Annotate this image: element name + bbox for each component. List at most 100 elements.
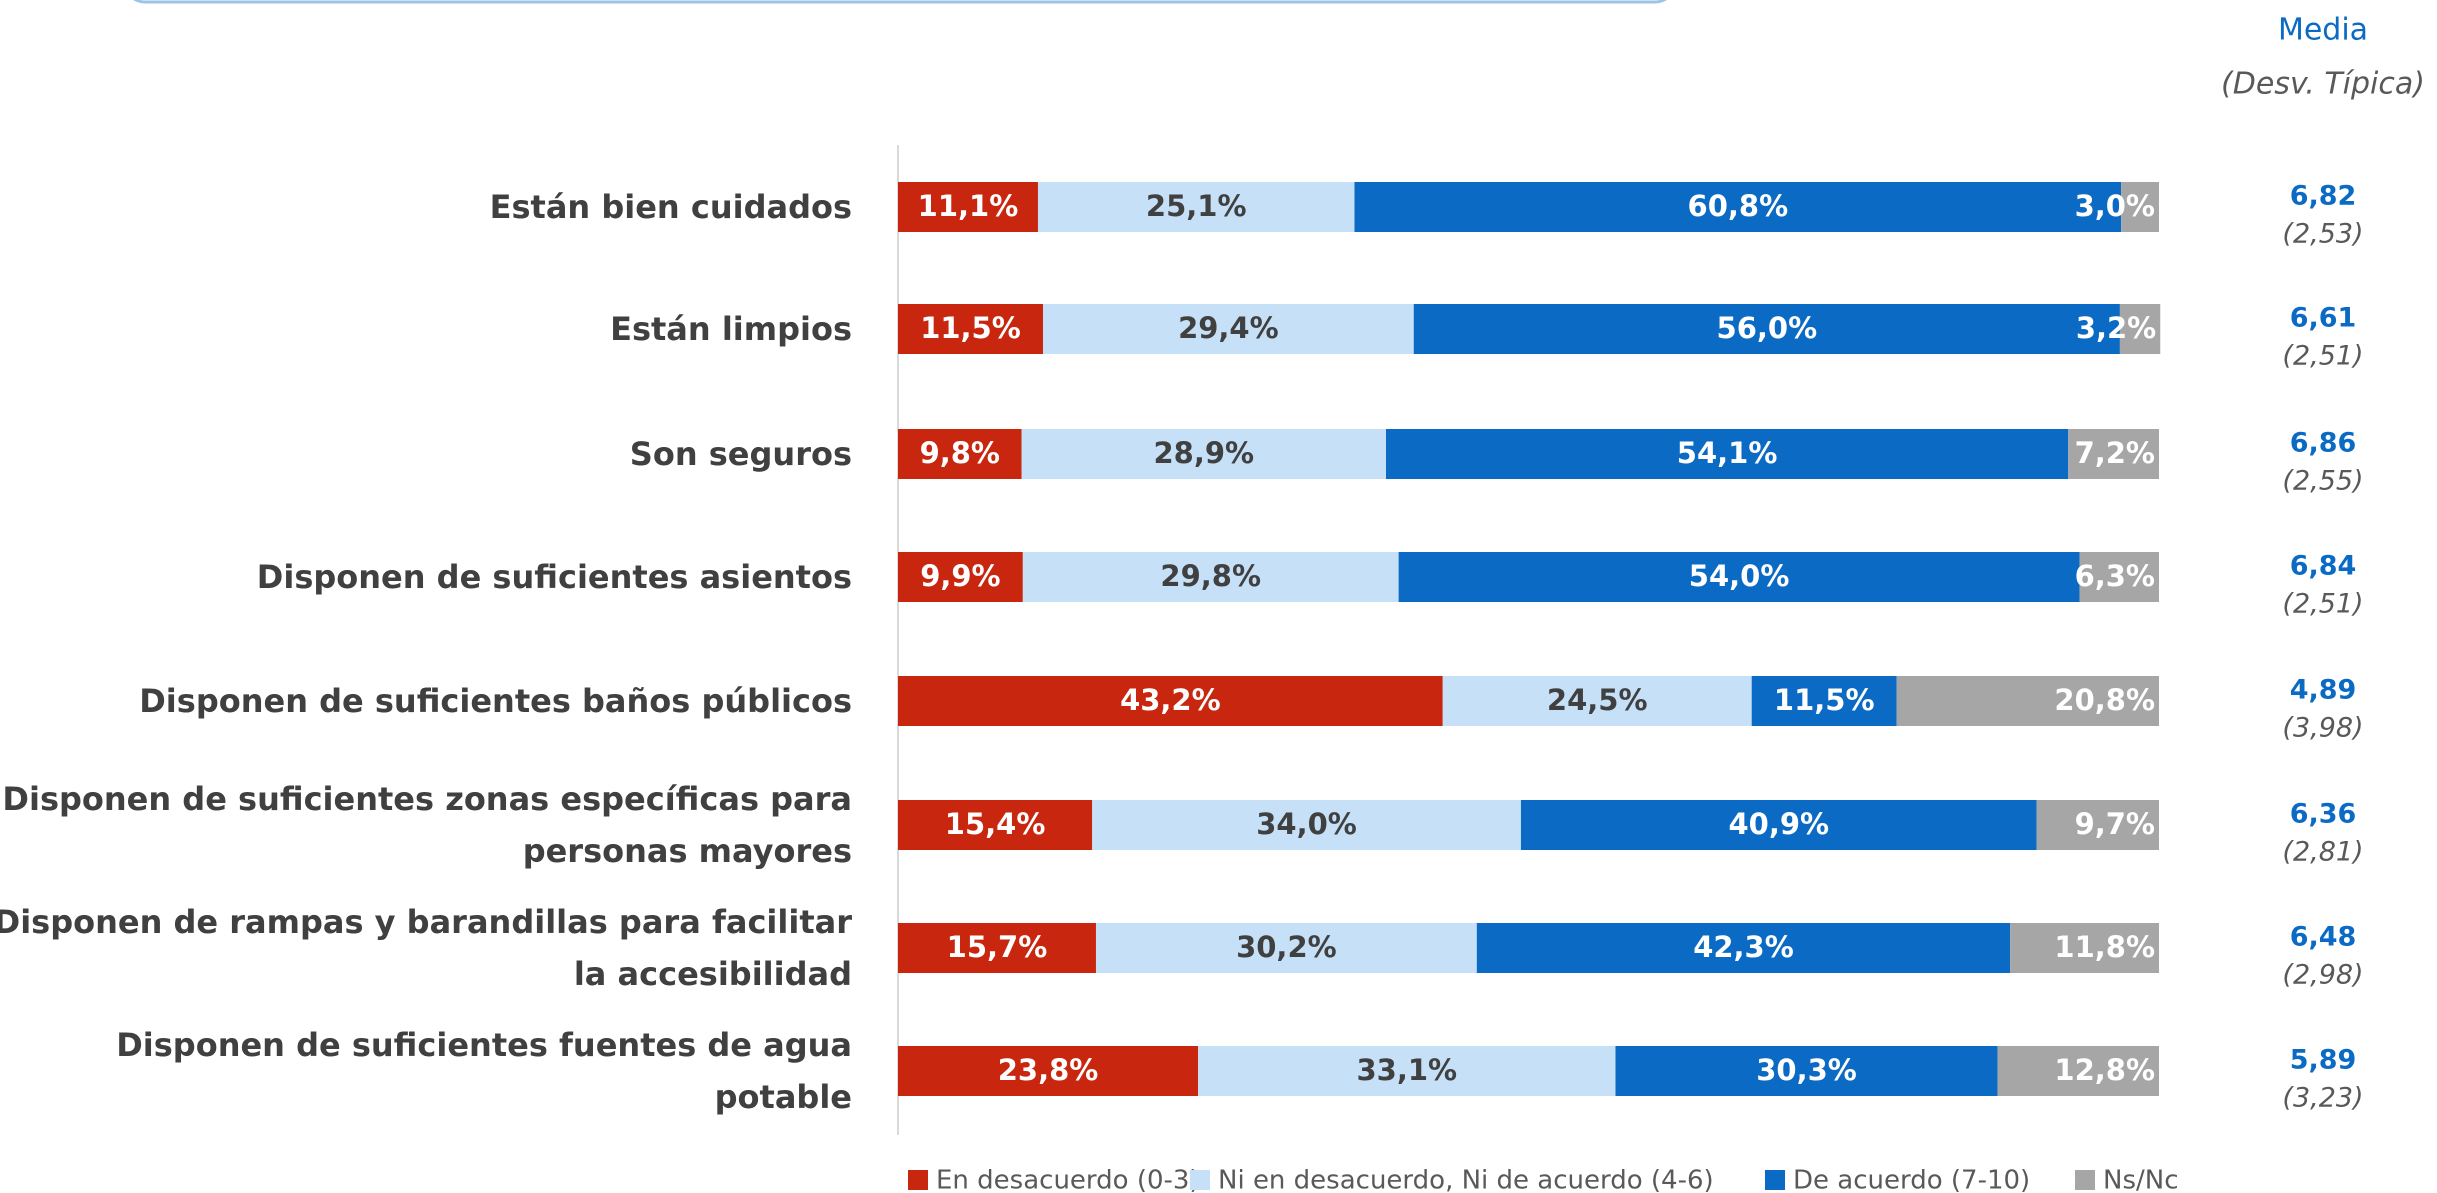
bar-segment: [2121, 182, 2159, 232]
category-label: Son seguros: [629, 435, 852, 473]
bar-segment: [1043, 304, 1414, 354]
legend-swatch: [1765, 1170, 1785, 1190]
sd-label: (2,81): [2282, 837, 2363, 868]
bar-segment: [898, 304, 1044, 354]
bar-segment: [1442, 676, 1752, 726]
bar-segment: [898, 552, 1023, 602]
bar-segment: [898, 1046, 1199, 1096]
value-label: 29,8%: [1160, 559, 1261, 593]
mean-header: Media: [2278, 13, 2368, 48]
bar-segment: [1021, 429, 1387, 479]
bar-segment: [1386, 429, 2069, 479]
bar-segment: [1896, 676, 2159, 726]
value-label: 11,5%: [1774, 683, 1875, 717]
value-label: 7,2%: [2075, 436, 2155, 470]
mean-label: 6,61: [2290, 303, 2357, 334]
bar-segment: [898, 182, 1038, 232]
sd-label: (2,53): [2282, 219, 2363, 250]
sd-label: (2,55): [2282, 466, 2363, 497]
category-label: Disponen de suficientes baños públicos: [139, 682, 852, 720]
bar-segment: [898, 676, 1443, 726]
value-label: 11,5%: [920, 311, 1021, 345]
mean-label: 6,84: [2290, 551, 2357, 582]
bar-segment: [1615, 1046, 1998, 1096]
bar-segment: [1476, 923, 2011, 973]
bar-segment: [1354, 182, 2122, 232]
value-label: 9,8%: [920, 436, 1000, 470]
value-label: 30,2%: [1236, 930, 1337, 964]
bar-segment: [898, 429, 1022, 479]
mean-label: 6,48: [2290, 922, 2357, 953]
category-label: Disponen de suficientes zonas específica…: [2, 780, 852, 870]
mean-label: 6,82: [2290, 181, 2357, 212]
value-label: 9,9%: [920, 559, 1000, 593]
value-label: 34,0%: [1256, 807, 1357, 841]
legend-label: De acuerdo (7-10): [1793, 1166, 2030, 1193]
value-label: 54,1%: [1677, 436, 1778, 470]
category-label: Disponen de suficientes asientos: [256, 558, 852, 596]
category-label: Están limpios: [610, 310, 852, 348]
header-box: [133, 0, 1667, 4]
value-label: 15,4%: [945, 807, 1046, 841]
value-label: 12,8%: [2054, 1053, 2155, 1087]
value-label: 33,1%: [1357, 1053, 1458, 1087]
bar-segment: [2010, 923, 2159, 973]
bar-segment: [898, 800, 1093, 850]
value-label: 54,0%: [1689, 559, 1790, 593]
bar-segment: [1095, 923, 1477, 973]
sd-label: (2,51): [2282, 341, 2363, 372]
legend-swatch: [2075, 1170, 2095, 1190]
bar-segment: [898, 923, 1096, 973]
legend-label: Ns/Nc: [2103, 1166, 2179, 1193]
legend-swatch: [1190, 1170, 1210, 1190]
bar-segment: [1092, 800, 1521, 850]
value-label: 11,1%: [918, 189, 1019, 223]
value-label: 28,9%: [1153, 436, 1254, 470]
sd-label: (3,23): [2282, 1083, 2363, 1114]
category-label: Disponen de rampas y barandillas para fa…: [0, 903, 852, 993]
value-label: 42,3%: [1693, 930, 1794, 964]
legend-label: En desacuerdo (0-3): [936, 1166, 1200, 1193]
value-label: 29,4%: [1178, 311, 1279, 345]
bar-segment: [1398, 552, 2080, 602]
bar-segment: [1751, 676, 1897, 726]
sd-label: (2,51): [2282, 589, 2363, 620]
bar-segment: [2068, 429, 2159, 479]
value-label: 9,7%: [2075, 807, 2155, 841]
value-label: 15,7%: [947, 930, 1048, 964]
value-label: 23,8%: [998, 1053, 1099, 1087]
value-label: 40,9%: [1729, 807, 1830, 841]
value-label: 11,8%: [2054, 930, 2155, 964]
value-label: 6,3%: [2075, 559, 2155, 593]
value-label: 56,0%: [1717, 311, 1818, 345]
mean-label: 6,36: [2290, 799, 2357, 830]
category-label: Están bien cuidados: [489, 188, 852, 226]
mean-label: 5,89: [2290, 1045, 2357, 1076]
bar-segment: [1037, 182, 1355, 232]
bar-segment: [1022, 552, 1399, 602]
mean-label: 4,89: [2290, 675, 2357, 706]
value-label: 30,3%: [1756, 1053, 1857, 1087]
bar-segment: [1198, 1046, 1616, 1096]
bar-segment: [1997, 1046, 2159, 1096]
bar-segment: [1413, 304, 2120, 354]
category-label: Disponen de suficientes fuentes de agua …: [116, 1026, 852, 1116]
mean-label: 6,86: [2290, 428, 2357, 459]
value-label: 25,1%: [1146, 189, 1247, 223]
legend-swatch: [908, 1170, 928, 1190]
sd-header: (Desv. Típica): [2221, 67, 2425, 102]
sd-label: (3,98): [2282, 713, 2363, 744]
bar-segment: [2119, 304, 2161, 354]
value-label: 43,2%: [1120, 683, 1221, 717]
value-label: 60,8%: [1688, 189, 1789, 223]
value-label: 3,2%: [2076, 311, 2156, 345]
value-label: 3,0%: [2075, 189, 2155, 223]
bar-segment: [2079, 552, 2159, 602]
sd-label: (2,98): [2282, 960, 2363, 991]
bar-segment: [1520, 800, 2037, 850]
legend-label: Ni en desacuerdo, Ni de acuerdo (4-6): [1218, 1166, 1714, 1193]
bar-segment: [2036, 800, 2159, 850]
value-label: 24,5%: [1547, 683, 1648, 717]
